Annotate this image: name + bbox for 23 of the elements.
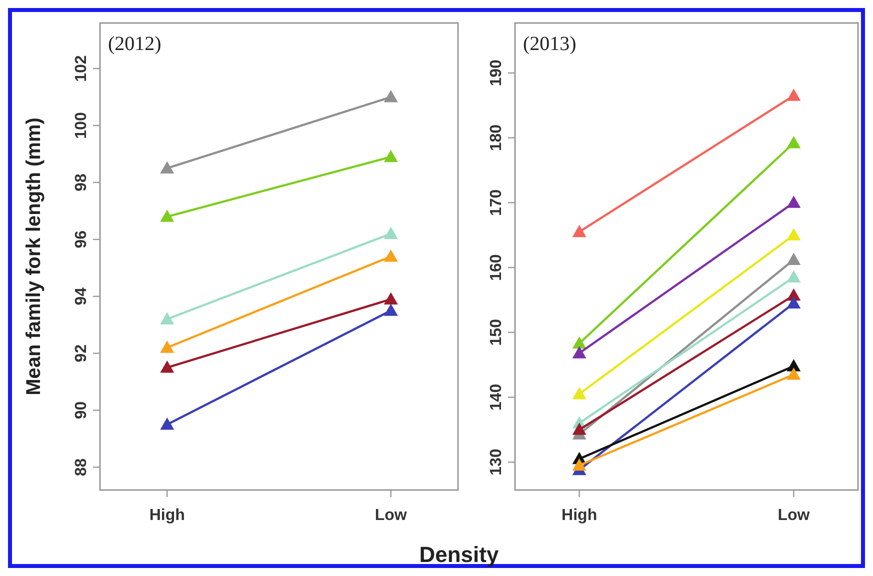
y-tick-label: 98 — [73, 173, 90, 192]
text: (2013) — [523, 33, 576, 55]
x-tick-label: Low — [778, 507, 810, 524]
y-tick-label: 100 — [73, 112, 90, 139]
y-tick-label: 94 — [73, 287, 90, 306]
y-tick-label: 160 — [488, 254, 505, 281]
y-tick-label: 180 — [488, 124, 505, 152]
y-axis-title: Mean family fork length (mm) — [23, 118, 45, 396]
y-tick-label: 130 — [488, 448, 505, 476]
y-tick-label: 96 — [73, 230, 90, 248]
x-tick-label: High — [149, 507, 185, 524]
y-tick-label: 140 — [488, 384, 505, 411]
y-tick-label: 170 — [488, 189, 505, 216]
y-tick-label: 92 — [73, 344, 90, 362]
x-tick-label: High — [562, 507, 598, 524]
y-tick-label: 190 — [488, 60, 505, 86]
x-axis-title: Density — [419, 542, 500, 567]
y-tick-label: 90 — [73, 401, 90, 420]
y-tick-label: 88 — [73, 458, 90, 476]
text: (2012) — [108, 33, 162, 55]
x-tick-label: Low — [374, 507, 408, 524]
y-tick-label: 102 — [73, 55, 90, 82]
y-tick-label: 150 — [488, 318, 505, 346]
